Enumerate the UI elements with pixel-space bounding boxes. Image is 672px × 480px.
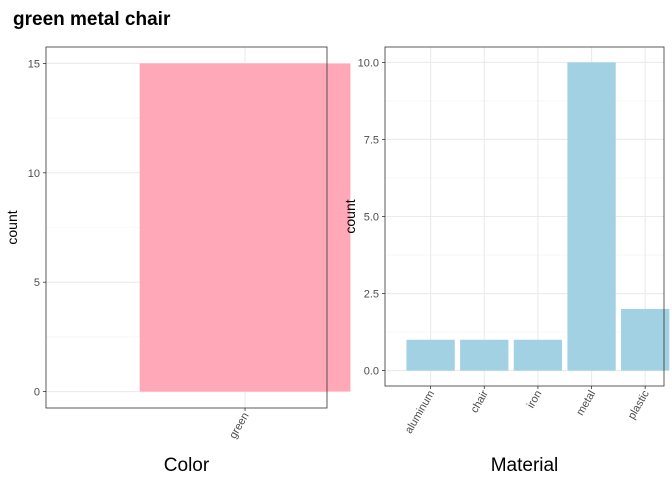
y-axis-title: count [4, 210, 20, 244]
x-axis-title: Material [491, 455, 559, 476]
y-tick-label: 2.5 [364, 289, 379, 301]
y-tick-label: 5 [34, 277, 40, 289]
bar-plastic [621, 308, 670, 371]
y-tick-label: 15 [28, 58, 40, 70]
y-tick-label: 7.5 [364, 134, 379, 146]
bar-aluminum [406, 339, 455, 371]
bar-iron [513, 339, 563, 371]
y-tick-label: 0.0 [364, 366, 379, 378]
y-axis-title: count [342, 199, 358, 233]
y-tick-label: 10.0 [358, 57, 379, 69]
bar-green [139, 63, 351, 392]
x-tick-label: metal [574, 389, 598, 418]
x-tick-label: green [227, 411, 251, 441]
bar-metal [567, 62, 616, 371]
x-tick-label: plastic [626, 388, 652, 421]
x-tick-label: iron [525, 389, 545, 411]
x-tick-label: chair [469, 388, 491, 415]
material-count-chart: 0.0 2.5 5.0 7.5 10.0 aluminum chair iron metal pl… [342, 46, 670, 476]
plot-border [45, 46, 328, 409]
y-tick-label: 5.0 [364, 212, 379, 224]
x-tick-label: aluminum [403, 389, 437, 436]
y-tick-label: 10 [28, 168, 40, 180]
bar-chair [460, 339, 509, 371]
color-count-chart: 0 5 10 15 green count Color [4, 46, 351, 476]
chart-title: green metal chair [13, 9, 171, 30]
y-tick-label: 0 [34, 387, 40, 399]
x-axis-title: Color [164, 455, 210, 476]
